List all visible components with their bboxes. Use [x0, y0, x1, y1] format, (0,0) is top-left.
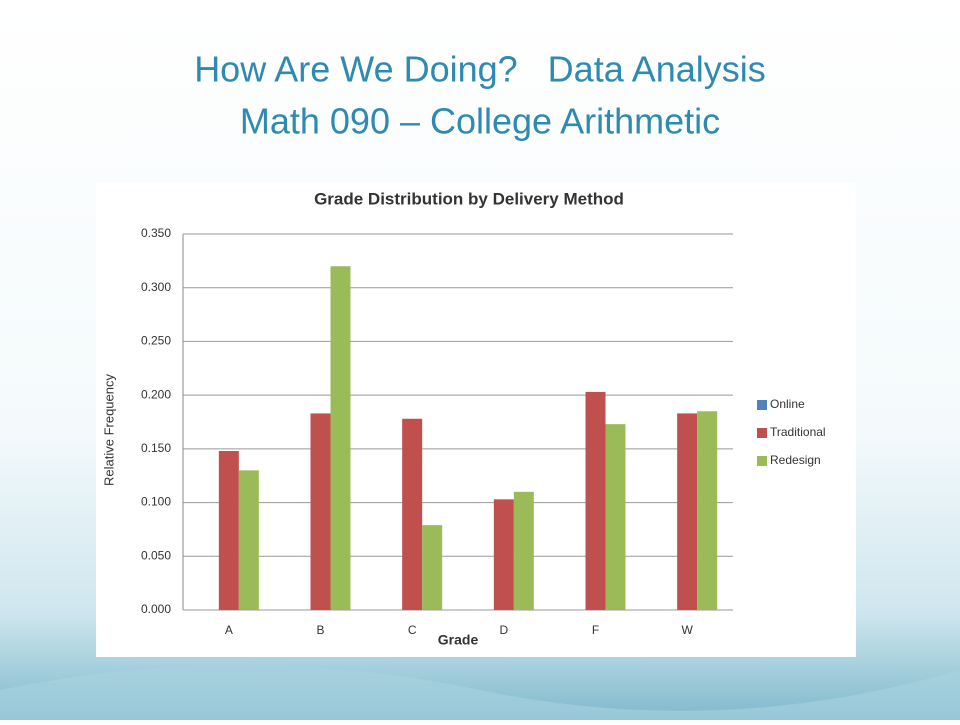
- y-tick-label: 0.200: [141, 387, 171, 401]
- x-tick-label: W: [682, 623, 694, 637]
- legend-label: Traditional: [770, 425, 826, 439]
- x-tick-label: A: [225, 623, 233, 637]
- bar: [677, 413, 698, 610]
- legend-label: Online: [770, 397, 805, 411]
- slide-title: How Are We Doing? Data Analysis: [194, 49, 766, 90]
- legend-swatch: [757, 400, 767, 410]
- bar: [310, 413, 331, 610]
- y-tick-label: 0.300: [141, 280, 171, 294]
- x-tick-label: C: [408, 623, 417, 637]
- bar: [402, 418, 423, 610]
- bar: [422, 525, 443, 610]
- y-tick-label: 0.250: [141, 334, 171, 348]
- y-tick-label: 0.100: [141, 495, 171, 509]
- bar: [585, 391, 606, 610]
- y-tick-label: 0.350: [141, 226, 171, 240]
- x-tick-label: B: [316, 623, 324, 637]
- bar: [513, 491, 534, 610]
- bar: [218, 451, 239, 610]
- x-tick-label: F: [592, 623, 599, 637]
- y-tick-label: 0.050: [141, 548, 171, 562]
- x-tick-label: D: [499, 623, 508, 637]
- legend-swatch: [757, 428, 767, 438]
- legend-swatch: [757, 456, 767, 466]
- bar: [697, 411, 718, 610]
- chart-title: Grade Distribution by Delivery Method: [314, 189, 624, 208]
- bar: [238, 470, 259, 610]
- wave: [0, 665, 960, 720]
- bar: [493, 499, 514, 610]
- legend-label: Redesign: [770, 453, 821, 467]
- y-axis-label: Relative Frequency: [101, 374, 116, 486]
- chart-panel: [96, 183, 856, 657]
- bar: [330, 266, 351, 610]
- y-tick-label: 0.000: [141, 602, 171, 616]
- slide-title: Math 090 – College Arithmetic: [240, 101, 720, 142]
- bar: [605, 424, 626, 610]
- x-axis-label: Grade: [438, 632, 479, 648]
- y-tick-label: 0.150: [141, 441, 171, 455]
